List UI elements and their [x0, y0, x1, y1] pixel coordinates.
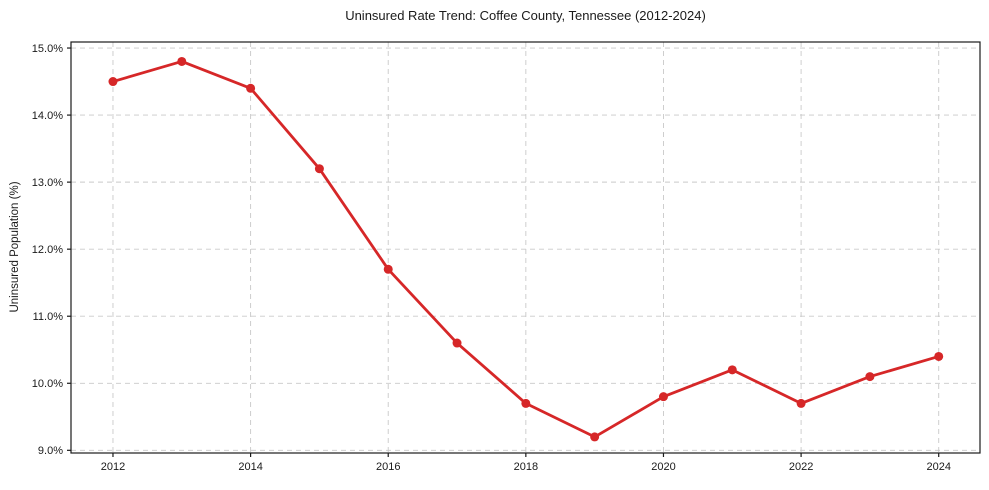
y-tick-label: 13.0%: [32, 177, 63, 189]
data-point: [314, 164, 324, 174]
data-point: [108, 77, 118, 87]
data-point: [177, 56, 187, 66]
plot-border: [70, 41, 981, 454]
y-tick-label: 9.0%: [38, 445, 63, 457]
y-tick-label: 14.0%: [32, 110, 63, 122]
y-tick-label: 12.0%: [32, 244, 63, 256]
x-tick-label: 2020: [651, 461, 675, 473]
chart-title: Uninsured Rate Trend: Coffee County, Ten…: [345, 8, 706, 23]
x-tick-label: 2012: [101, 461, 125, 473]
x-tick-label: 2014: [238, 461, 262, 473]
x-tick-label: 2018: [514, 461, 538, 473]
data-point: [452, 338, 462, 348]
data-point: [590, 432, 600, 442]
x-tick-label: 2024: [926, 461, 950, 473]
data-point: [246, 83, 256, 93]
data-point: [521, 398, 531, 408]
data-point: [934, 351, 944, 361]
x-tick-label: 2022: [789, 461, 813, 473]
x-tick-label: 2016: [376, 461, 400, 473]
y-tick-label: 10.0%: [32, 378, 63, 390]
data-point: [865, 372, 875, 382]
data-point: [383, 264, 393, 274]
data-point: [796, 398, 806, 408]
data-point: [727, 365, 737, 375]
y-tick-label: 15.0%: [32, 43, 63, 55]
y-tick-label: 11.0%: [33, 311, 64, 323]
data-point: [658, 392, 668, 402]
